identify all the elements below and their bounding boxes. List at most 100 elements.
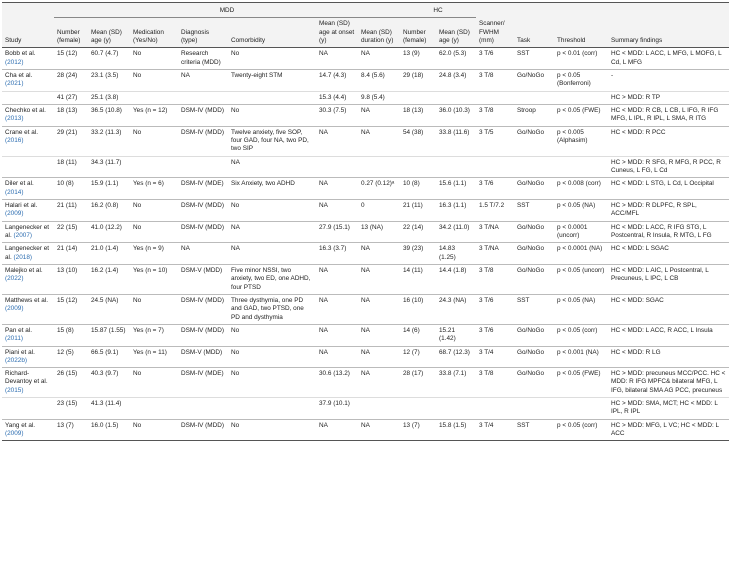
table-cell: 3 T/4 xyxy=(476,418,515,441)
table-cell: 30.6 (13.2) xyxy=(316,367,358,398)
study-cell xyxy=(2,155,54,178)
study-name: Yang et al. xyxy=(5,421,36,429)
study-cell: Yang et al. (2009) xyxy=(2,418,54,441)
table-row: Yang et al. (2009) 13 (7) 16.0 (1.5) No DSM-… xyxy=(2,418,730,441)
table-cell: 14 (6) xyxy=(400,323,436,346)
study-name: Piani et al. xyxy=(5,348,35,356)
table-cell: 0.27 (0.12)ᵃ xyxy=(358,177,400,200)
column-header: Summary findings xyxy=(608,17,730,49)
table-cell: DSM-IV (MDD) xyxy=(178,293,228,325)
table-cell: 3 T/6 xyxy=(476,323,515,346)
study-cell: Malejko et al. (2022) xyxy=(2,263,54,295)
table-cell: 16.3 (3.7) xyxy=(316,242,358,265)
table-cell xyxy=(514,90,555,105)
table-cell: Six Anxiety, two ADHD xyxy=(228,177,316,200)
table-cell: 41 (27) xyxy=(54,90,88,105)
table: MDD HC Study Number (female) Mean (SD) age… xyxy=(2,2,730,442)
table-cell: SST xyxy=(514,418,555,441)
table-cell: 14.83 (1.25) xyxy=(436,242,477,265)
table-cell: DSM-IV (MDD) xyxy=(178,220,228,243)
table-cell xyxy=(358,155,400,178)
table-row: Richard-Devantoy et al. (2015) 26 (15) 40.… xyxy=(2,367,730,398)
table-cell: 0 xyxy=(358,198,400,222)
table-cell: NA xyxy=(228,155,316,178)
table-cell: p < 0.01 (corr) xyxy=(554,47,609,70)
table-cell: NA xyxy=(316,263,358,295)
table-cell xyxy=(400,155,436,178)
table-cell: Three dysthymia, one PD and GAD, two PTS… xyxy=(228,293,316,325)
table-cell: 3 T/8 xyxy=(476,103,515,127)
table-cell xyxy=(316,155,358,178)
table-cell: Yes (n = 11) xyxy=(130,345,178,368)
table-cell: NA xyxy=(178,68,228,92)
study-year: (2013) xyxy=(5,115,24,123)
study-year: (2012) xyxy=(5,58,24,66)
column-header: Comorbidity xyxy=(228,17,316,49)
study-cell: Halari et al. (2009) xyxy=(2,198,54,222)
table-cell: Research criteria (MDD) xyxy=(178,47,228,70)
table-cell: SST xyxy=(514,198,555,222)
table-cell: HC > MDD: R TP xyxy=(608,90,730,105)
table-cell: No xyxy=(130,367,178,398)
table-cell xyxy=(476,90,515,105)
table-cell: HC < MDD: L ACC, L MFG, L MOFG, L Cd, L … xyxy=(608,47,730,70)
table-cell: DSM-IV (MDD) xyxy=(178,418,228,441)
table-header: MDD HC Study Number (female) Mean (SD) age… xyxy=(2,2,730,49)
group-label: HC xyxy=(400,2,477,19)
table-cell: 21 (14) xyxy=(54,242,88,265)
table-row: 18 (11) 34.3 (11.7) NA HC > MDD: R SFG, R M… xyxy=(2,155,730,178)
table-cell xyxy=(514,397,555,420)
table-cell: 22 (15) xyxy=(54,220,88,243)
table-cell: Yes (n = 12) xyxy=(130,103,178,127)
study-year: (2009) xyxy=(5,430,24,438)
table-cell: 21 (11) xyxy=(54,198,88,222)
table-cell: 13 (NA) xyxy=(358,220,400,243)
table-cell: 13 (7) xyxy=(54,418,88,441)
table-cell: DSM-IV (MDE) xyxy=(178,367,228,398)
table-cell: Go/NoGo xyxy=(514,220,555,243)
table-cell: No xyxy=(228,345,316,368)
table-cell: NA xyxy=(358,47,400,70)
table-cell: 3 T/5 xyxy=(476,125,515,157)
table-cell: p < 0.05 (corr) xyxy=(554,323,609,346)
table-cell: p < 0.05 (uncorr) xyxy=(554,263,609,295)
table-cell: NA xyxy=(316,47,358,70)
table-cell xyxy=(436,397,477,420)
table-cell: 3 T/6 xyxy=(476,293,515,325)
table-cell: 3 T/8 xyxy=(476,68,515,92)
study-name: Chechko et al. xyxy=(5,106,46,114)
table-cell: 14.7 (4.3) xyxy=(316,68,358,92)
table-cell: NA xyxy=(358,263,400,295)
study-name: Diler et al. xyxy=(5,180,34,188)
table-cell: NA xyxy=(316,293,358,325)
table-cell: Go/NoGo xyxy=(514,345,555,368)
table-row: Crane et al. (2016) 29 (21) 33.2 (11.3) No D… xyxy=(2,125,730,157)
table-cell: Twelve anxiety, five SOP, four GAD, four… xyxy=(228,125,316,157)
table-cell: p < 0.05 (corr) xyxy=(554,418,609,441)
table-cell: Go/NoGo xyxy=(514,68,555,92)
table-cell xyxy=(130,155,178,178)
column-header: Threshold xyxy=(554,17,609,49)
table-cell: NA xyxy=(316,323,358,346)
study-cell: Matthews et al. (2009) xyxy=(2,293,54,325)
table-cell: 13 (7) xyxy=(400,418,436,441)
table-cell: 28 (24) xyxy=(54,68,88,92)
table-cell: Twenty-eight STM xyxy=(228,68,316,92)
table-cell: NA xyxy=(316,177,358,200)
study-cell: Richard-Devantoy et al. (2015) xyxy=(2,367,54,398)
study-cell: Crane et al. (2016) xyxy=(2,125,54,157)
table-cell: DSM-V (MDD) xyxy=(178,345,228,368)
table-cell: DSM-IV (MDE) xyxy=(178,177,228,200)
table-cell: HC < MDD: R CB, L CB, L IFG, R IFG MFG, … xyxy=(608,103,730,127)
table-cell: 10 (8) xyxy=(400,177,436,200)
table-cell: Yes (n = 7) xyxy=(130,323,178,346)
study-year: (2016) xyxy=(5,136,24,144)
table-cell: 21 (11) xyxy=(400,198,436,222)
table-cell: 21.0 (1.4) xyxy=(88,242,130,265)
table-cell xyxy=(436,155,477,178)
table-cell: 36.0 (10.3) xyxy=(436,103,477,127)
column-header: Mean (SD) duration (y) xyxy=(358,17,400,49)
table-cell: 14.4 (1.8) xyxy=(436,263,477,295)
column-header: Mean (SD) age at onset (y) xyxy=(316,17,358,49)
study-year: (2007) xyxy=(13,231,33,239)
